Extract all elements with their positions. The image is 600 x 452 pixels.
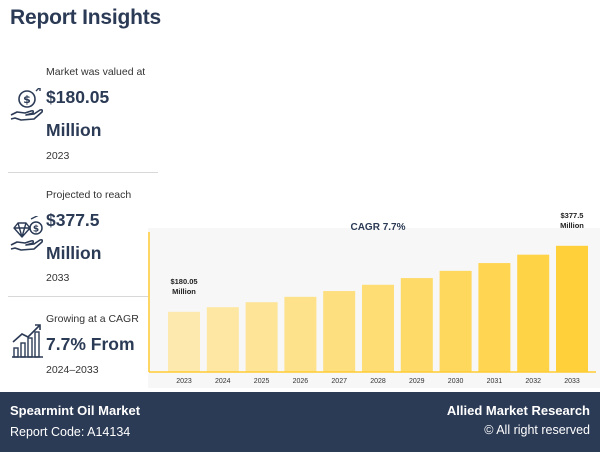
stat-label: Projected to reach bbox=[46, 189, 132, 201]
stat-value: $377.5 bbox=[46, 210, 100, 230]
x-tick-label: 2030 bbox=[448, 378, 464, 385]
stat-label: Growing at a CAGR bbox=[46, 313, 139, 325]
x-tick-label: 2031 bbox=[487, 378, 503, 385]
data-label: $377.5 bbox=[561, 211, 584, 220]
data-label: $180.05 bbox=[170, 277, 197, 286]
bar-2024 bbox=[206, 307, 239, 372]
data-label: Million bbox=[172, 287, 196, 296]
bar-2032 bbox=[517, 254, 550, 372]
x-tick-label: 2027 bbox=[331, 378, 347, 385]
page-title: Report Insights bbox=[10, 6, 162, 29]
hand-money-bag-icon: $ bbox=[10, 88, 44, 121]
copyright: © All right reserved bbox=[484, 423, 590, 437]
bar-2029 bbox=[400, 278, 433, 372]
x-tick-label: 2025 bbox=[254, 378, 270, 385]
footer-bar: Spearmint Oil Market Report Code: A14134… bbox=[0, 392, 600, 452]
stat-year: 2033 bbox=[46, 272, 70, 284]
stat-value-unit: Million bbox=[46, 120, 102, 140]
stat-label: Market was valued at bbox=[46, 66, 146, 78]
hand-diamond-coin-icon: $ bbox=[10, 216, 44, 251]
stat-year: 2023 bbox=[46, 150, 70, 162]
svg-text:$: $ bbox=[33, 225, 39, 235]
svg-text:$: $ bbox=[23, 93, 31, 106]
divider bbox=[8, 296, 158, 297]
divider bbox=[8, 172, 158, 173]
x-tick-label: 2028 bbox=[370, 378, 386, 385]
x-tick-label: 2033 bbox=[564, 378, 580, 385]
x-tick-label: 2024 bbox=[215, 378, 231, 385]
brand-name: Allied Market Research bbox=[446, 403, 590, 418]
bar-2023 bbox=[168, 311, 200, 372]
growth-bar-chart-icon bbox=[12, 324, 43, 358]
bar-2031 bbox=[478, 263, 511, 372]
market-bar-chart: CAGR 7.7% 2023 2024 2025 2026 2027 2028 2029 20… bbox=[148, 211, 596, 385]
stat-year: 2024–2033 bbox=[46, 364, 99, 376]
bar-2025 bbox=[245, 302, 278, 372]
chart-title: CAGR 7.7% bbox=[350, 222, 405, 233]
x-tick-label: 2026 bbox=[293, 378, 309, 385]
bar-2030 bbox=[439, 270, 472, 372]
bar-2033 bbox=[556, 245, 588, 372]
bar-2026 bbox=[284, 296, 317, 372]
stat-value: $180.05 bbox=[46, 87, 110, 107]
x-tick-label: 2029 bbox=[409, 378, 425, 385]
x-tick-label: 2023 bbox=[176, 378, 192, 385]
bar-2027 bbox=[323, 291, 356, 372]
bar-2028 bbox=[362, 284, 394, 372]
stat-value-unit: Million bbox=[46, 243, 102, 263]
x-tick-label: 2032 bbox=[525, 378, 541, 385]
stat-value: 7.7% From bbox=[46, 334, 135, 354]
data-label: Million bbox=[560, 221, 584, 230]
report-code: Report Code: A14134 bbox=[10, 425, 131, 439]
market-name: Spearmint Oil Market bbox=[10, 403, 141, 418]
